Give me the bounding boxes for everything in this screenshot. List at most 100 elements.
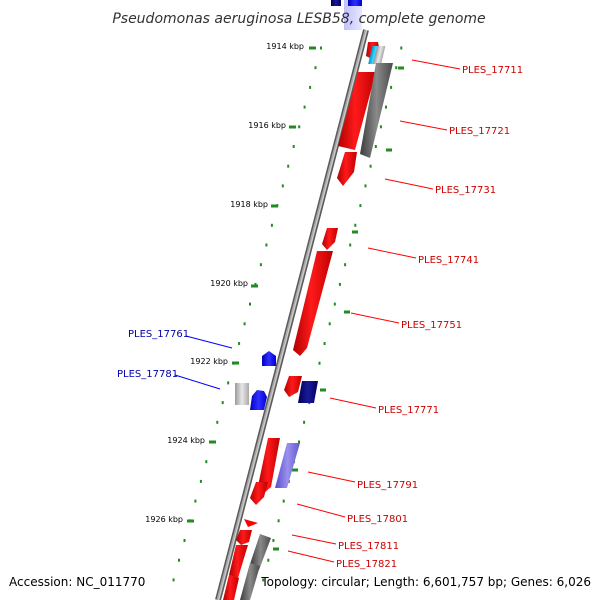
scale-tick — [282, 499, 285, 503]
gene-label[interactable]: PLES_17801 — [347, 514, 408, 525]
scale-tick — [205, 460, 208, 464]
genome-backbone — [215, 29, 369, 600]
scale-tick — [287, 164, 290, 168]
scale-tick — [349, 243, 352, 247]
gene-labels-reverse: PLES_17761 PLES_17781 — [117, 329, 189, 380]
top-partial-features — [331, 0, 362, 30]
scale-tick — [243, 322, 246, 326]
scale-tick — [270, 223, 273, 227]
scale-tick — [333, 302, 336, 306]
gene-feature[interactable] — [250, 534, 271, 570]
scale-tick — [303, 420, 306, 424]
gene-feature[interactable] — [250, 390, 267, 410]
scale-tick — [183, 539, 186, 542]
scale-tick — [354, 223, 357, 227]
scale-tick — [385, 105, 387, 109]
scale-tick — [194, 499, 197, 503]
scale-tick — [344, 263, 347, 267]
gene-feature[interactable] — [360, 63, 393, 158]
gene-label[interactable]: PLES_17791 — [357, 480, 418, 491]
scale-tick — [328, 322, 331, 326]
scale-tick — [320, 46, 322, 50]
partial-feature-pale — [344, 0, 362, 30]
gene-feature[interactable] — [284, 376, 302, 397]
genome-title: Pseudomonas aeruginosa LESB58, complete … — [112, 11, 485, 27]
leader-lines — [174, 59, 461, 563]
scale-tick — [303, 105, 306, 109]
gene-feature[interactable] — [338, 72, 376, 150]
scale-tick — [272, 539, 275, 542]
gene-feature[interactable] — [229, 545, 248, 578]
scale-tick — [281, 184, 284, 188]
gene-feature[interactable] — [275, 443, 300, 488]
scale-tick — [318, 361, 321, 365]
scale-tick — [227, 381, 230, 385]
scale-tick — [379, 125, 382, 129]
scale-tick — [323, 342, 326, 345]
scale-tick — [369, 164, 372, 168]
scale-tick — [374, 145, 377, 148]
gene-label[interactable]: PLES_17771 — [378, 405, 439, 416]
scale-tick — [238, 342, 241, 345]
partial-feature-navy — [331, 0, 341, 6]
gene-feature[interactable] — [337, 152, 357, 186]
gene-feature[interactable] — [298, 381, 318, 403]
gene-label[interactable]: PLES_17721 — [449, 126, 510, 137]
scale-tick — [338, 282, 341, 286]
scale-tick — [400, 46, 403, 50]
gene-feature[interactable] — [250, 482, 268, 505]
scale-tick — [254, 282, 257, 286]
gene-label[interactable]: PLES_17761 — [128, 329, 189, 340]
ruler-label-1914: 1914 kbp — [266, 42, 304, 51]
scale-tick — [292, 145, 295, 148]
scale-tick — [298, 440, 300, 444]
scale-tick — [390, 85, 393, 89]
accession-text: Accession: NC_011770 — [9, 575, 145, 589]
gene-feature[interactable] — [293, 251, 333, 356]
scale-tick — [172, 578, 175, 582]
gene-feature[interactable] — [373, 46, 386, 64]
gene-feature[interactable] — [223, 575, 239, 600]
scale-tick — [199, 479, 202, 483]
scale-tick — [249, 302, 251, 306]
gene-feature[interactable] — [235, 383, 249, 405]
scale-tick — [314, 66, 317, 70]
gene-label[interactable]: PLES_17811 — [338, 541, 399, 552]
gene-label[interactable]: PLES_17731 — [435, 185, 496, 196]
scale-tick — [178, 558, 180, 562]
scale-tick — [265, 243, 268, 247]
scale-tick — [359, 204, 362, 208]
genome-stats-text: Topology: circular; Length: 6,601,757 bp… — [260, 575, 591, 589]
gene-label[interactable]: PLES_17751 — [401, 320, 462, 331]
scale-tick — [267, 558, 270, 562]
scale-tick — [277, 519, 280, 523]
gene-feature[interactable] — [236, 530, 252, 545]
gene-labels-forward: PLES_17711 PLES_17721 PLES_17731 PLES_17… — [336, 65, 523, 570]
gene-label[interactable]: PLES_17711 — [462, 65, 523, 76]
ruler-labels: 1914 kbp 1916 kbp 1918 kbp 1920 kbp 1922… — [145, 42, 304, 524]
gene-label[interactable]: PLES_17821 — [336, 559, 397, 570]
gene-feature[interactable] — [244, 519, 258, 527]
forward-features — [223, 42, 393, 600]
gene-label[interactable]: PLES_17741 — [418, 255, 479, 266]
scale-tick — [259, 263, 262, 267]
ruler-label-1918: 1918 kbp — [230, 200, 268, 209]
ruler-label-1920: 1920 kbp — [210, 279, 248, 288]
reverse-features — [235, 351, 276, 410]
ruler-major-ticks — [187, 46, 316, 523]
ruler-label-1916: 1916 kbp — [248, 121, 286, 130]
scale-tick — [298, 125, 301, 129]
scale-tick — [364, 184, 367, 188]
ruler-label-1922: 1922 kbp — [190, 357, 228, 366]
gene-feature[interactable] — [258, 438, 280, 493]
scale-tick — [309, 85, 312, 89]
scale-tick — [216, 420, 219, 424]
gene-feature[interactable] — [240, 563, 260, 600]
gene-feature[interactable] — [262, 351, 276, 366]
scale-tick — [395, 66, 398, 70]
gene-label[interactable]: PLES_17781 — [117, 369, 178, 380]
ruler-label-1924: 1924 kbp — [167, 436, 205, 445]
ruler-label-1926: 1926 kbp — [145, 515, 183, 524]
gene-feature[interactable] — [322, 228, 338, 250]
